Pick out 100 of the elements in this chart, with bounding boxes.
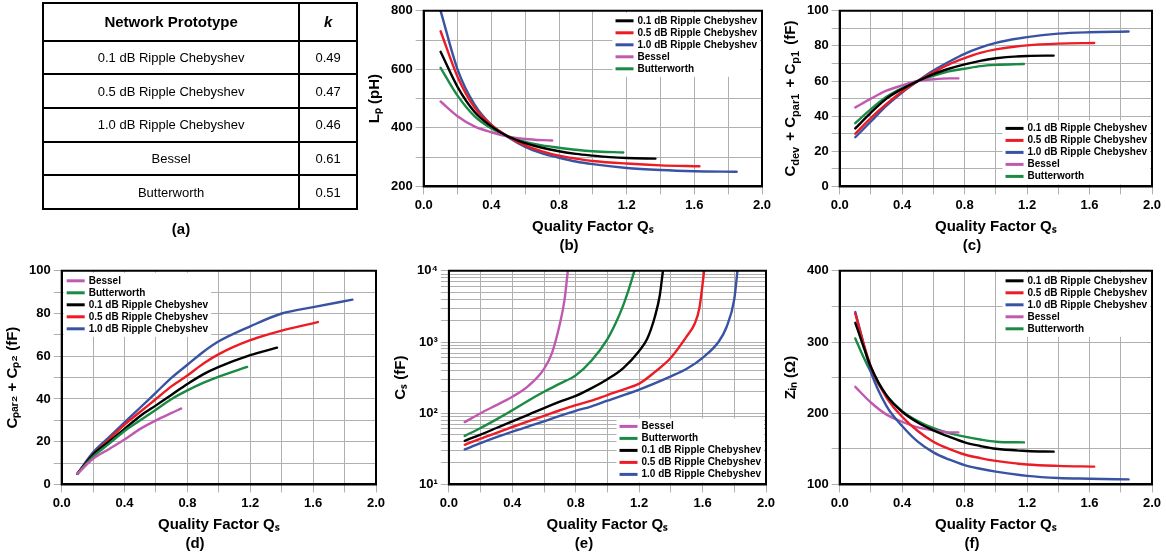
- x-tick-label: 0.4: [503, 494, 523, 510]
- data-label: 0.51: [299, 175, 357, 209]
- x-tick-label: 0.0: [414, 196, 433, 212]
- line-series: [463, 270, 636, 438]
- y-axis-title: Cₛ (fF): [391, 355, 409, 400]
- legend-label: 1.0 dB Ripple Chebyshev: [1027, 146, 1148, 158]
- legend-label: Butterworth: [637, 62, 695, 74]
- legend-label: Bessel: [88, 274, 122, 286]
- legend-label: 1.0 dB Ripple Chebyshev: [641, 468, 762, 480]
- x-axis-title: Quality Factor Qₛ: [158, 515, 280, 533]
- x-tick-label: 1.2: [617, 196, 636, 212]
- x-tick-label: 2.0: [752, 196, 772, 212]
- legend-label: 0.5 dB Ripple Chebyshev: [1027, 286, 1148, 298]
- x-tick-label: 0.8: [955, 494, 974, 510]
- legend-label: 0.1 dB Ripple Chebyshev: [1027, 274, 1148, 286]
- y-tick-label: 0: [821, 177, 829, 193]
- y-tick-label: 10¹: [419, 475, 438, 491]
- category-label: 1.0 dB Ripple Chebyshev: [43, 107, 300, 142]
- line-series: [439, 30, 701, 168]
- x-tick-label: 0.8: [549, 196, 569, 212]
- y-tick-label: 10³: [419, 333, 439, 349]
- text: (f): [963, 534, 981, 551]
- legend-label: Bessel: [641, 420, 674, 432]
- legend-label: 1.0 dB Ripple Chebyshev: [637, 38, 758, 50]
- legend-label: 0.1 dB Ripple Chebyshev: [641, 444, 762, 456]
- y-tick-label: 600: [390, 60, 413, 76]
- line-series: [854, 77, 960, 109]
- y-tick-label: 40: [36, 390, 51, 406]
- x-tick-label: 1.2: [1018, 494, 1037, 510]
- legend-label: 1.0 dB Ripple Chebyshev: [88, 322, 209, 334]
- x-tick-label: 1.2: [241, 494, 260, 510]
- y-tick-label: 10²: [419, 404, 439, 420]
- legend-label: Bessel: [637, 50, 670, 62]
- line-series: [854, 337, 1026, 444]
- text: Network Prototype: [43, 3, 300, 41]
- x-tick-label: 0.0: [830, 196, 849, 212]
- x-tick-label: 0.4: [893, 494, 912, 510]
- category-label: 0.5 dB Ripple Chebyshev: [43, 74, 300, 108]
- legend-label: Butterworth: [1027, 322, 1085, 334]
- line-series: [854, 312, 1096, 468]
- x-tick-label: 0.0: [830, 494, 849, 510]
- x-tick-label: 1.6: [304, 494, 323, 510]
- x-tick-label: 0.8: [178, 494, 197, 510]
- line-series: [854, 385, 960, 434]
- category-label: 0.1 dB Ripple Chebyshev: [43, 40, 300, 75]
- x-tick-label: 1.6: [693, 494, 712, 510]
- legend-label: Bessel: [1027, 310, 1060, 322]
- text: (e): [573, 534, 595, 551]
- x-tick-label: 2.0: [366, 494, 386, 510]
- y-tick-label: 10⁴: [417, 262, 438, 278]
- line-series: [854, 62, 1026, 125]
- data-label: 0.46: [299, 107, 357, 142]
- x-tick-label: 0.4: [482, 196, 502, 212]
- y-axis-title: Lₚ (pH): [365, 73, 384, 124]
- y-tick-label: 40: [814, 107, 829, 123]
- y-tick-label: 800: [390, 2, 413, 18]
- x-tick-label: 1.6: [685, 196, 704, 212]
- y-tick-label: 400: [390, 119, 413, 135]
- y-tick-label: 20: [36, 433, 51, 449]
- y-tick-label: 60: [36, 347, 51, 363]
- x-axis-title: Quality Factor Qₛ: [935, 217, 1057, 235]
- y-tick-label: 300: [806, 333, 829, 349]
- y-axis-title: Cₚₐᵣ₂ + Cₚ₂ (fF): [3, 326, 22, 429]
- x-tick-label: 0.4: [893, 196, 912, 212]
- legend-label: 0.5 dB Ripple Chebyshev: [637, 26, 758, 38]
- legend-label: 0.1 dB Ripple Chebyshev: [88, 298, 209, 310]
- data-label: 0.61: [299, 141, 357, 176]
- y-tick-label: 80: [36, 305, 51, 321]
- y-tick-label: 100: [806, 2, 829, 18]
- y-tick-label: 60: [814, 72, 829, 88]
- line-series: [76, 407, 183, 475]
- x-tick-label: 2.0: [1142, 494, 1162, 510]
- text: (b): [558, 236, 580, 253]
- x-tick-label: 2.0: [756, 494, 776, 510]
- y-tick-label: 20: [814, 142, 829, 158]
- y-axis-title: Zᵢₙ (Ω): [781, 355, 799, 400]
- x-axis-title: Quality Factor Qₛ: [935, 515, 1057, 533]
- x-tick-label: 0.8: [566, 494, 585, 510]
- x-tick-label: 1.6: [1080, 196, 1099, 212]
- y-tick-label: 200: [806, 404, 829, 420]
- line-series: [463, 270, 570, 424]
- x-tick-label: 0.0: [52, 494, 71, 510]
- legend-label: 0.5 dB Ripple Chebyshev: [641, 456, 762, 468]
- text: (a): [170, 220, 192, 237]
- x-axis-title: Quality Factor Qₛ: [546, 515, 669, 533]
- y-tick-label: 400: [806, 262, 829, 278]
- legend-label: 1.0 dB Ripple Chebyshev: [1027, 298, 1148, 310]
- data-label: 0.47: [299, 74, 357, 108]
- x-tick-label: 1.6: [1080, 494, 1099, 510]
- y-tick-label: 80: [814, 37, 829, 53]
- y-tick-label: 100: [806, 475, 829, 491]
- x-tick-label: 1.2: [1018, 196, 1037, 212]
- line-series: [439, 100, 554, 142]
- legend-label: 0.5 dB Ripple Chebyshev: [1027, 134, 1148, 146]
- line-series: [439, 66, 625, 154]
- legend-label: Butterworth: [88, 286, 146, 298]
- x-tick-label: 0.8: [955, 196, 974, 212]
- legend-label: Bessel: [1027, 158, 1060, 170]
- line-series: [854, 54, 1055, 130]
- category-label: Butterworth: [43, 175, 300, 209]
